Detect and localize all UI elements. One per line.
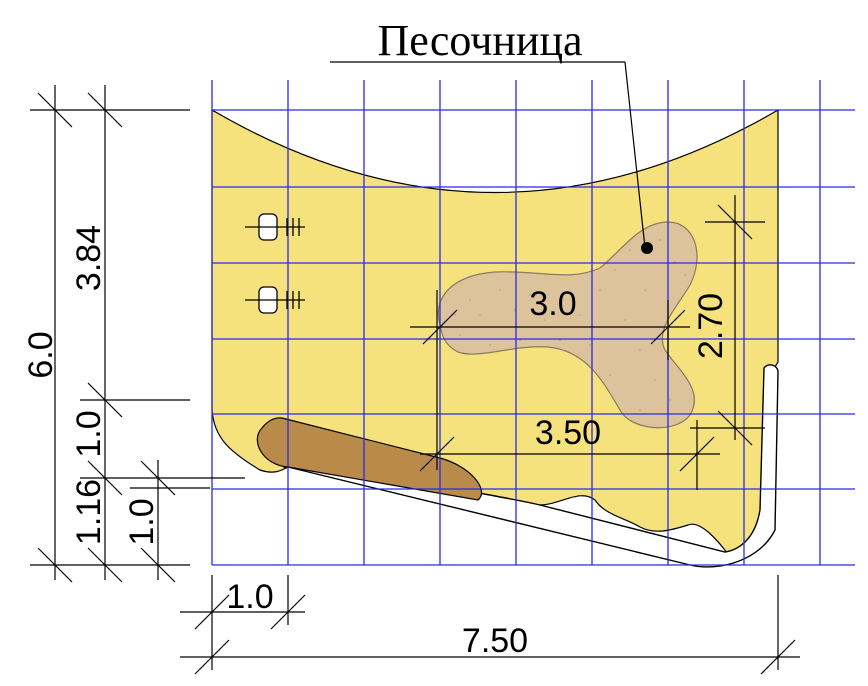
sandbox-label-text: Песочница: [377, 16, 582, 65]
sandbox-area: [437, 221, 698, 429]
bottom-dimensions: [180, 575, 800, 675]
dim-total-width: 7.50: [462, 622, 528, 660]
left-dimensions: [30, 85, 245, 583]
sandbox-dimensions: [410, 195, 765, 490]
dim-total-height: 6.0: [22, 331, 60, 378]
sandbox-label: Песочница: [330, 16, 653, 254]
dim-upper-height: 3.84: [70, 225, 108, 291]
bench-seat-icon: [245, 213, 305, 241]
dim-sandbox-width: 3.0: [529, 285, 576, 323]
bench-seat-icon: [245, 286, 305, 314]
dim-path-width: 1.0: [123, 498, 161, 545]
dim-bench-length: 3.50: [535, 414, 601, 452]
dim-sandbox-height: 2.70: [692, 293, 730, 359]
grid: [211, 80, 855, 566]
dim-bottom-left-width: 1.0: [226, 578, 273, 616]
bench: [256, 417, 483, 501]
dim-lower-height: 1.16: [70, 479, 108, 545]
dim-mid-height: 1.0: [70, 410, 108, 457]
